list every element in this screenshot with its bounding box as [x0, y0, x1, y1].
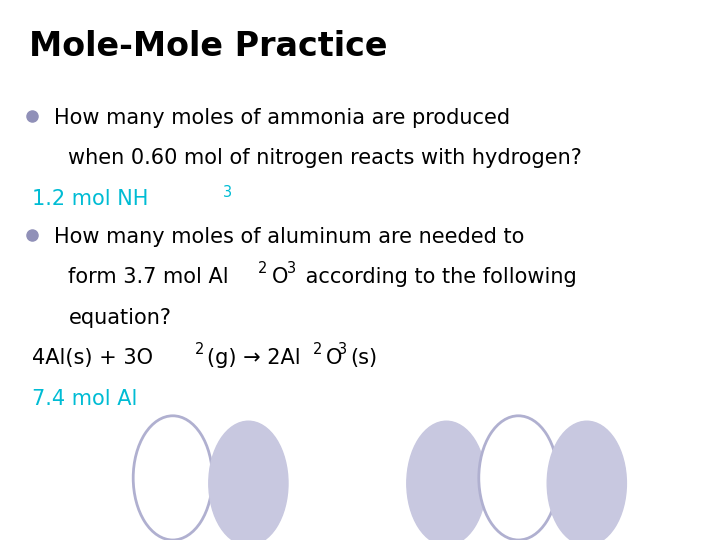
Text: 2: 2: [258, 261, 267, 276]
Text: 3: 3: [338, 342, 348, 357]
Text: 2: 2: [194, 342, 204, 357]
Text: (s): (s): [351, 348, 378, 368]
Ellipse shape: [479, 416, 558, 540]
Text: How many moles of ammonia are produced: How many moles of ammonia are produced: [54, 108, 510, 128]
Text: O: O: [272, 267, 289, 287]
Text: according to the following: according to the following: [299, 267, 577, 287]
Ellipse shape: [547, 421, 626, 540]
Text: Mole-Mole Practice: Mole-Mole Practice: [29, 30, 387, 63]
Ellipse shape: [209, 421, 288, 540]
Ellipse shape: [407, 421, 486, 540]
Text: 3: 3: [287, 261, 296, 276]
Text: form 3.7 mol Al: form 3.7 mol Al: [68, 267, 229, 287]
Text: 4Al(s) + 3O: 4Al(s) + 3O: [32, 348, 153, 368]
Text: 1.2 mol NH: 1.2 mol NH: [32, 189, 149, 209]
Text: 3: 3: [223, 185, 233, 200]
Text: O: O: [325, 348, 342, 368]
Ellipse shape: [133, 416, 212, 540]
Text: when 0.60 mol of nitrogen reacts with hydrogen?: when 0.60 mol of nitrogen reacts with hy…: [68, 148, 582, 168]
Text: (g) → 2Al: (g) → 2Al: [207, 348, 301, 368]
Text: How many moles of aluminum are needed to: How many moles of aluminum are needed to: [54, 227, 524, 247]
Text: equation?: equation?: [68, 308, 171, 328]
Text: 7.4 mol Al: 7.4 mol Al: [32, 389, 138, 409]
Text: 2: 2: [313, 342, 323, 357]
